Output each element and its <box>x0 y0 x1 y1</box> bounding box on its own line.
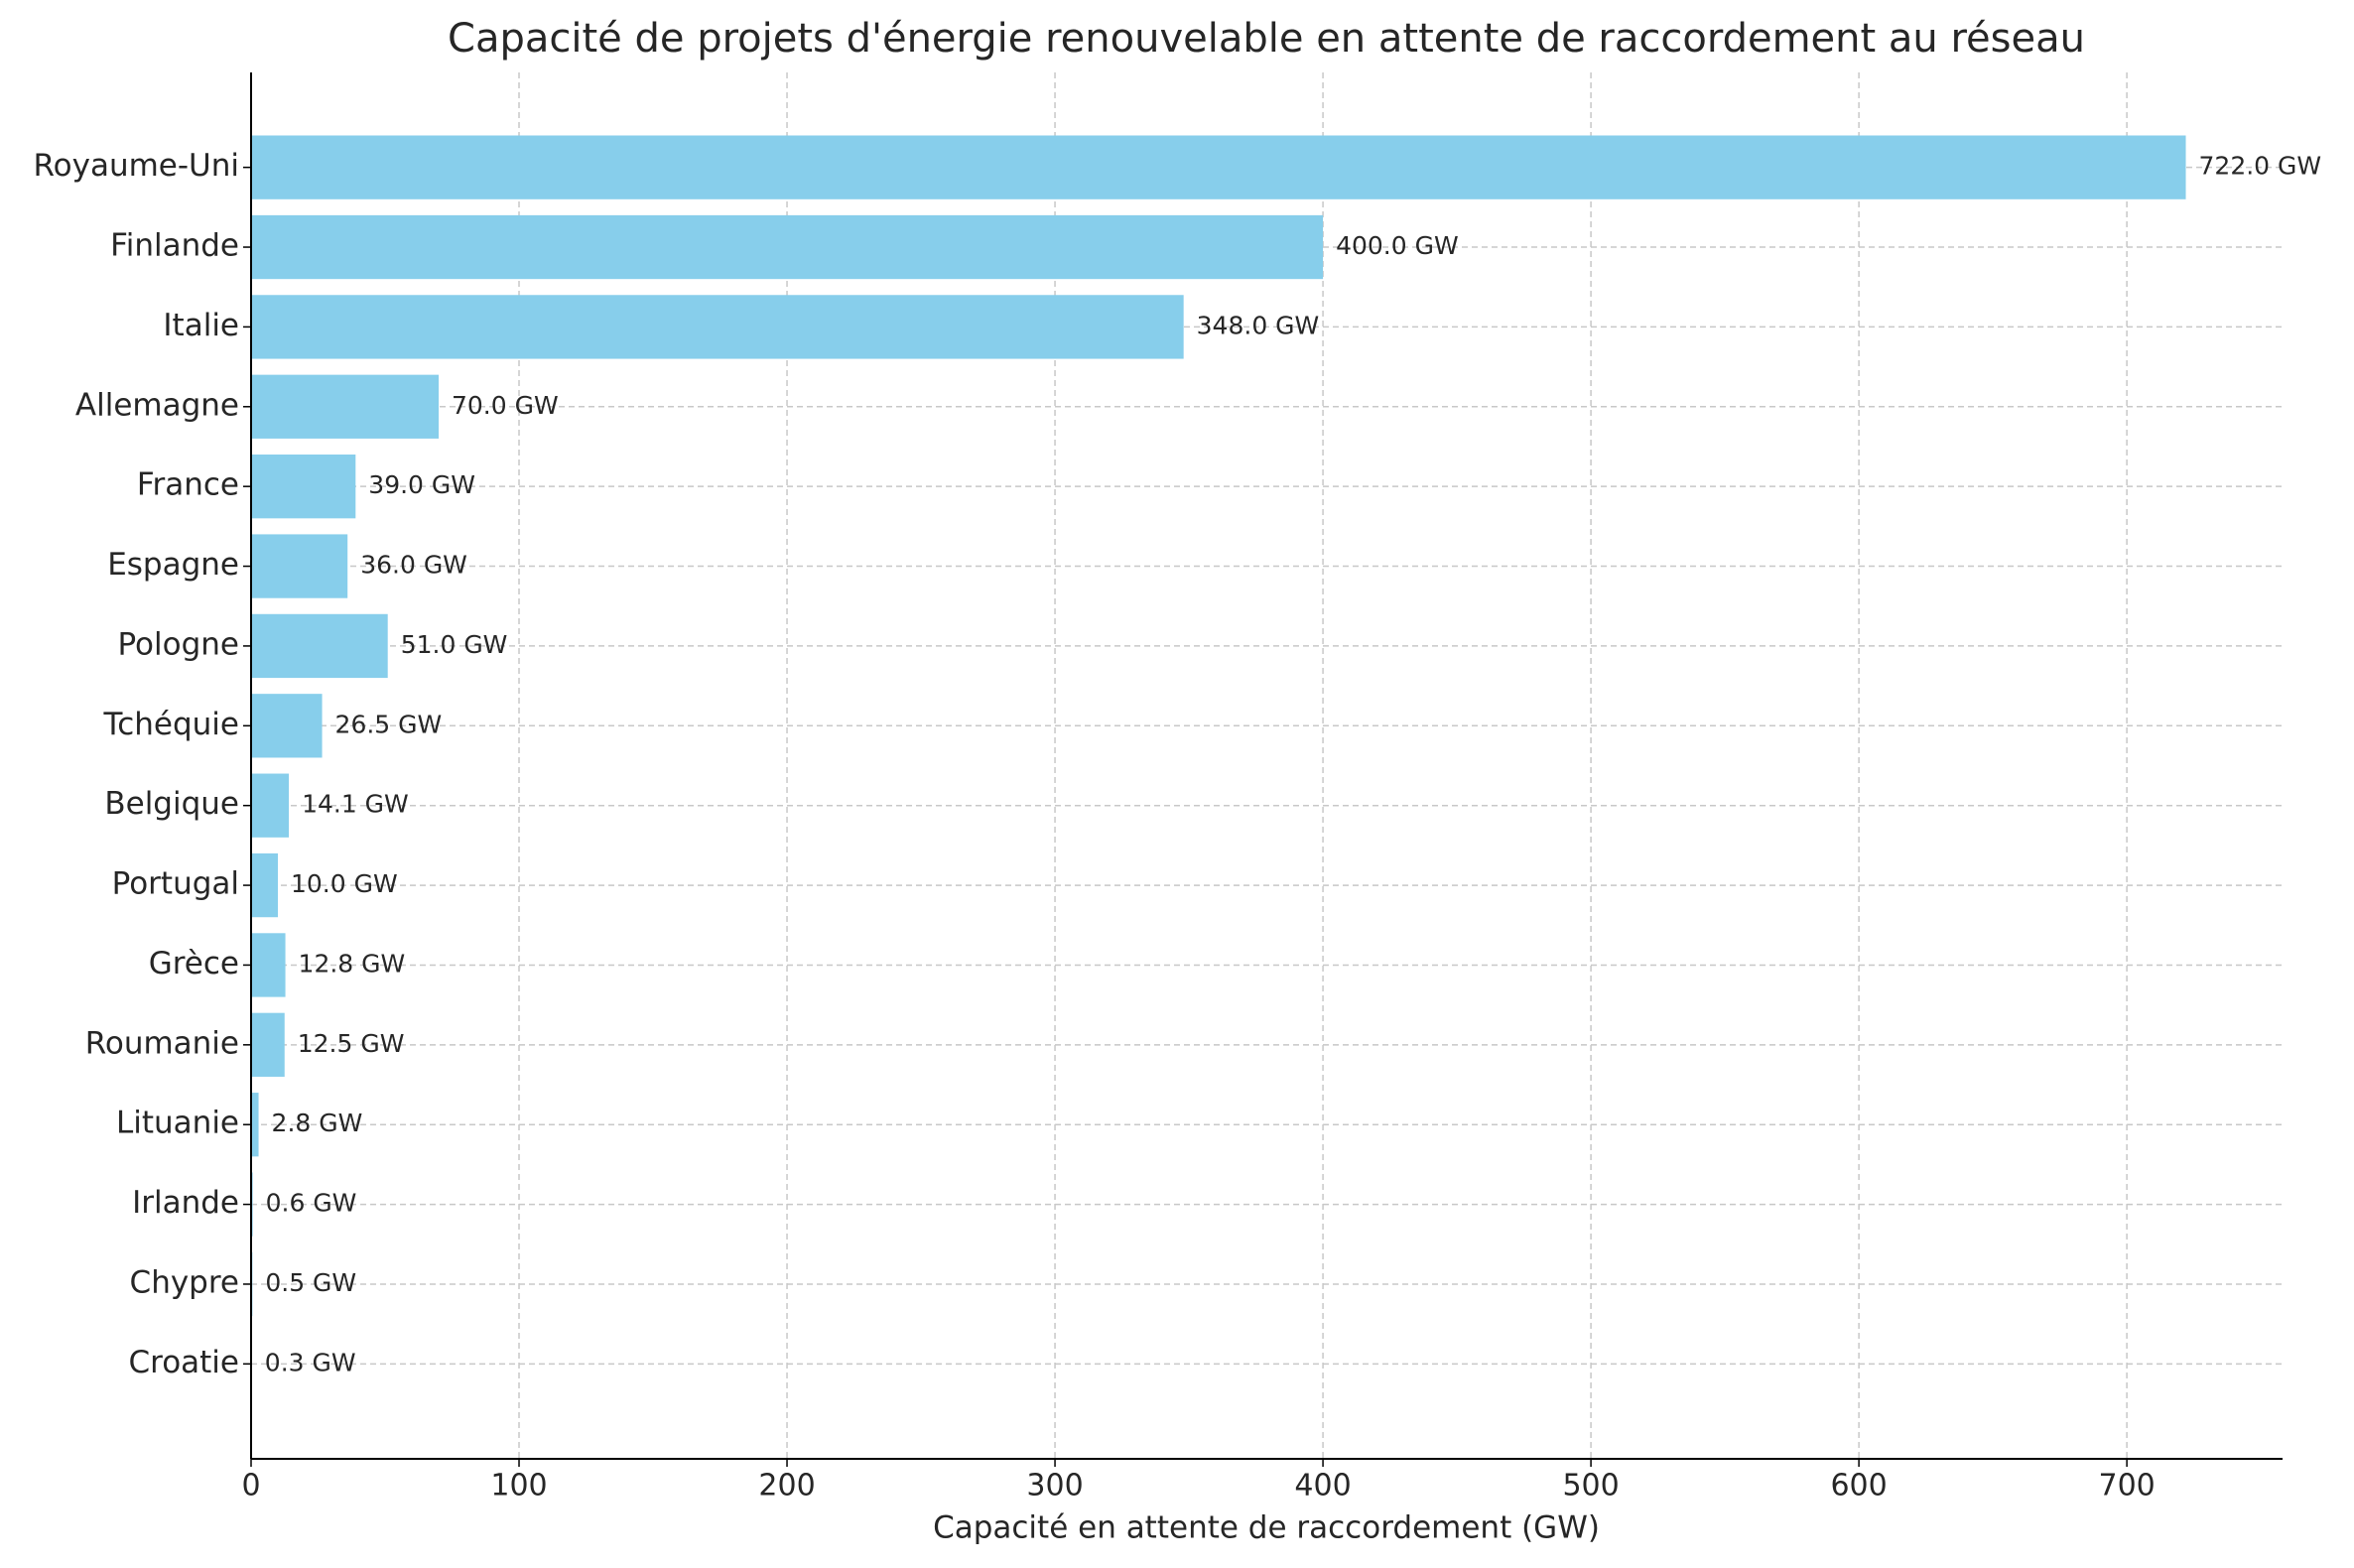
bar <box>251 1093 259 1157</box>
y-tick-label: Finlande <box>110 228 239 264</box>
y-tick-label: Tchéquie <box>103 707 239 742</box>
value-label: 12.5 GW <box>298 1029 405 1058</box>
x-tick-label: 100 <box>490 1469 547 1503</box>
bar <box>251 534 348 598</box>
y-tick-label: Italie <box>163 308 239 343</box>
value-label: 10.0 GW <box>291 869 398 898</box>
y-tick-label: Pologne <box>117 626 239 662</box>
y-tick-label: Espagne <box>107 547 239 583</box>
x-tick-label: 300 <box>1026 1469 1083 1503</box>
x-tick-label: 200 <box>758 1469 815 1503</box>
value-label: 14.1 GW <box>302 790 409 819</box>
value-label: 70.0 GW <box>452 391 559 420</box>
bar <box>251 295 1184 359</box>
bar <box>251 613 388 679</box>
bar <box>251 852 279 918</box>
x-tick-label: 400 <box>1294 1469 1351 1503</box>
value-label: 0.5 GW <box>265 1268 356 1297</box>
x-axis-label: Capacité en attente de raccordement (GW) <box>933 1510 1600 1546</box>
bar <box>251 933 286 997</box>
value-label: 39.0 GW <box>368 470 475 499</box>
y-tick-label: Chypre <box>130 1264 239 1300</box>
value-label: 51.0 GW <box>401 630 508 659</box>
y-tick-label: Roumanie <box>85 1025 239 1061</box>
y-tick-label: France <box>137 467 239 503</box>
y-tick-label: Allemagne <box>75 387 239 423</box>
y-tick-label: Irlande <box>132 1185 239 1221</box>
bar <box>251 773 290 838</box>
y-tick-label: Royaume-Uni <box>33 148 239 184</box>
x-tick-label: 500 <box>1562 1469 1619 1503</box>
bar <box>251 455 356 519</box>
y-tick-label: Lituanie <box>116 1106 239 1141</box>
bar <box>251 694 323 758</box>
value-label: 12.8 GW <box>299 949 406 978</box>
chart-title: Capacité de projets d'énergie renouvelab… <box>448 16 2085 62</box>
y-tick-label: Grèce <box>149 946 239 981</box>
value-label: 400.0 GW <box>1336 231 1459 260</box>
value-label: 0.3 GW <box>265 1348 356 1376</box>
value-label: 0.6 GW <box>266 1189 357 1218</box>
value-label: 2.8 GW <box>272 1109 363 1137</box>
x-tick-label: 600 <box>1830 1469 1887 1503</box>
y-tick-label: Portugal <box>112 866 239 902</box>
x-tick-label: 700 <box>2098 1469 2155 1503</box>
y-tick-label: Croatie <box>128 1345 239 1380</box>
value-label: 26.5 GW <box>335 710 443 738</box>
bar <box>251 374 440 439</box>
bar <box>251 214 1324 280</box>
value-label: 36.0 GW <box>360 551 467 580</box>
x-tick-label: 0 <box>241 1469 260 1503</box>
value-label: 348.0 GW <box>1197 311 1320 339</box>
value-label: 722.0 GW <box>2199 152 2322 181</box>
y-tick-label: Belgique <box>104 786 239 822</box>
bar <box>251 135 2186 199</box>
bar <box>251 1012 285 1077</box>
